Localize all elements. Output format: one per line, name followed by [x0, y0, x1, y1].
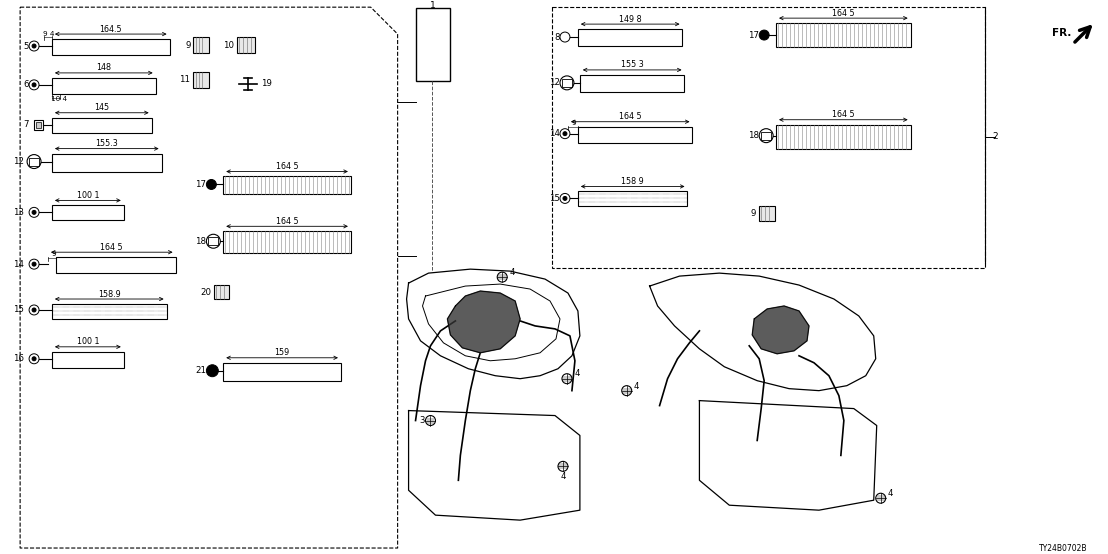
- Circle shape: [32, 308, 37, 312]
- Bar: [52, 118, 152, 132]
- Bar: [37, 122, 41, 127]
- Bar: [416, 8, 451, 81]
- Text: 20: 20: [201, 288, 212, 296]
- Text: 164 5: 164 5: [276, 162, 298, 171]
- Text: 164.5: 164.5: [100, 24, 122, 34]
- Bar: [29, 157, 39, 166]
- Text: 17: 17: [195, 180, 206, 189]
- Text: 164 5: 164 5: [832, 9, 854, 18]
- Polygon shape: [448, 291, 520, 353]
- Bar: [224, 177, 351, 194]
- Bar: [52, 206, 124, 220]
- Bar: [194, 37, 209, 53]
- Text: 13: 13: [13, 208, 24, 217]
- Text: 158.9: 158.9: [98, 290, 121, 299]
- Bar: [237, 37, 255, 53]
- Text: 12: 12: [13, 157, 24, 166]
- Bar: [224, 231, 351, 253]
- Text: 2: 2: [993, 132, 998, 141]
- Bar: [578, 127, 692, 142]
- Text: 100 1: 100 1: [76, 191, 99, 200]
- Text: FR.: FR.: [1051, 28, 1071, 38]
- Bar: [578, 192, 687, 207]
- Circle shape: [759, 30, 769, 40]
- Text: 9: 9: [751, 209, 756, 218]
- Circle shape: [32, 83, 37, 87]
- Bar: [759, 207, 776, 221]
- Circle shape: [32, 262, 37, 266]
- Text: 9: 9: [52, 251, 57, 257]
- Bar: [578, 29, 683, 46]
- Text: 100 1: 100 1: [76, 337, 99, 346]
- Bar: [52, 153, 162, 172]
- Text: 17: 17: [748, 30, 759, 39]
- Text: 159: 159: [275, 348, 289, 357]
- Text: 19: 19: [261, 79, 273, 89]
- Text: 4: 4: [510, 268, 515, 276]
- Bar: [761, 132, 771, 140]
- Text: TY24B0702B: TY24B0702B: [1039, 543, 1088, 552]
- Text: 16: 16: [13, 354, 24, 363]
- Bar: [214, 285, 229, 299]
- Text: 7: 7: [23, 120, 29, 129]
- Bar: [52, 304, 166, 319]
- Circle shape: [206, 365, 218, 377]
- Circle shape: [32, 211, 37, 214]
- Text: 9 4: 9 4: [43, 31, 54, 37]
- Text: 164 5: 164 5: [276, 217, 298, 226]
- Bar: [52, 352, 124, 368]
- Bar: [57, 257, 175, 273]
- Text: 15: 15: [13, 305, 24, 315]
- Text: 18: 18: [195, 237, 206, 246]
- Bar: [552, 7, 985, 268]
- Text: 5: 5: [23, 42, 29, 50]
- Text: 155 3: 155 3: [620, 60, 644, 69]
- Bar: [562, 79, 572, 87]
- Text: 4: 4: [634, 382, 639, 391]
- Text: 164 5: 164 5: [619, 112, 642, 121]
- Text: 8: 8: [554, 33, 560, 42]
- Text: 164 5: 164 5: [101, 243, 123, 252]
- Text: 6: 6: [23, 80, 29, 89]
- Text: 14: 14: [548, 129, 560, 138]
- Circle shape: [32, 44, 37, 48]
- Bar: [52, 78, 155, 94]
- Bar: [579, 75, 685, 92]
- Text: 14: 14: [13, 260, 24, 269]
- Bar: [34, 120, 43, 130]
- Text: 3: 3: [420, 416, 425, 425]
- Text: 149 8: 149 8: [619, 14, 642, 24]
- Text: 9: 9: [185, 40, 191, 49]
- Circle shape: [563, 197, 567, 201]
- Text: 4: 4: [561, 472, 566, 481]
- Text: 10 4: 10 4: [51, 96, 66, 102]
- Text: 158 9: 158 9: [622, 177, 644, 186]
- Text: 4: 4: [888, 489, 893, 497]
- Bar: [224, 363, 341, 381]
- Text: 9: 9: [572, 120, 576, 126]
- Text: 12: 12: [548, 78, 560, 88]
- Circle shape: [32, 357, 37, 361]
- Text: 21: 21: [195, 366, 206, 375]
- Text: 145: 145: [94, 103, 110, 112]
- Text: 1: 1: [430, 1, 435, 9]
- Text: 4: 4: [574, 369, 579, 378]
- Text: 15: 15: [548, 194, 560, 203]
- Bar: [194, 72, 209, 88]
- Circle shape: [563, 132, 567, 136]
- Polygon shape: [752, 306, 809, 354]
- Bar: [208, 237, 218, 245]
- Bar: [776, 125, 911, 148]
- Bar: [52, 39, 170, 55]
- Text: 18: 18: [748, 131, 759, 140]
- Circle shape: [206, 179, 216, 189]
- Bar: [776, 23, 911, 47]
- Text: 11: 11: [179, 75, 191, 84]
- Text: 10: 10: [224, 40, 234, 49]
- Text: 155.3: 155.3: [95, 139, 119, 148]
- Text: 148: 148: [96, 63, 111, 73]
- Text: 164 5: 164 5: [832, 110, 854, 119]
